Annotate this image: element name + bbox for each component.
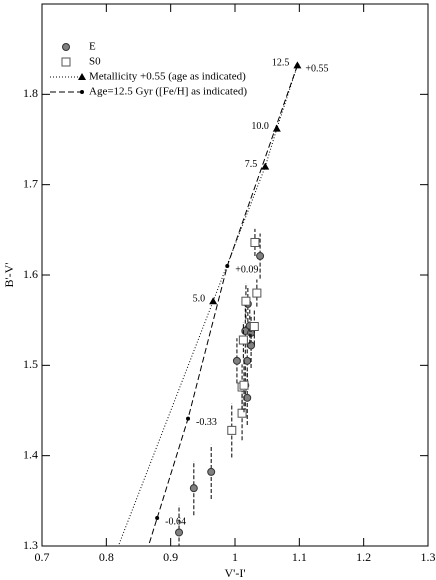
point-label: 10.0 (251, 121, 269, 132)
point-label: 12.5 (272, 58, 290, 69)
point (295, 63, 300, 68)
x-tick-label: 0.9 (163, 550, 178, 564)
point (247, 341, 256, 350)
y-axis-label: B'-V' (2, 263, 16, 288)
extrapolation-line (117, 301, 214, 546)
point-label: 5.0 (193, 293, 206, 304)
x-axis-label: V'-I' (225, 566, 246, 580)
point (189, 484, 198, 493)
legend-marker (80, 90, 84, 94)
legend-label: S0 (89, 56, 101, 68)
point (232, 356, 241, 365)
point-label: -0.64 (165, 516, 186, 527)
y-tick-label: 1.5 (23, 357, 38, 371)
point (249, 321, 259, 331)
point (243, 393, 252, 402)
point (155, 515, 160, 520)
point (237, 408, 247, 418)
point (227, 425, 237, 435)
model-line (212, 65, 298, 302)
legend-marker (78, 73, 86, 80)
point (243, 356, 252, 365)
point (256, 252, 265, 261)
point (241, 296, 251, 306)
point (209, 297, 218, 305)
legend-label: E (89, 41, 96, 53)
point (239, 380, 249, 390)
x-tick-label: 0.8 (99, 550, 114, 564)
legend-marker (62, 43, 70, 51)
point (250, 237, 260, 247)
y-tick-label: 1.8 (23, 86, 38, 100)
model-line (156, 65, 298, 519)
x-tick-label: 0.7 (35, 550, 50, 564)
point (225, 263, 230, 268)
point-label: -0.33 (196, 417, 217, 428)
x-tick-label: 1.1 (292, 550, 307, 564)
point (186, 416, 191, 421)
x-tick-label: 1 (232, 550, 238, 564)
point-label: +0.09 (235, 264, 258, 275)
point-label: +0.55 (305, 64, 328, 75)
point-label: 7.5 (245, 159, 258, 170)
y-tick-label: 1.4 (23, 447, 38, 461)
legend-marker (61, 57, 71, 67)
point (175, 528, 184, 537)
point (238, 335, 248, 345)
extrapolation-line (147, 517, 158, 546)
y-tick-label: 1.7 (23, 176, 38, 190)
y-tick-label: 1.6 (23, 267, 38, 281)
legend-label: Age=12.5 Gyr ([Fe/H] as indicated) (89, 86, 247, 98)
plot-area (117, 61, 302, 546)
point (207, 467, 216, 476)
point (252, 288, 262, 298)
x-tick-label: 1.3 (421, 550, 436, 564)
x-tick-label: 1.2 (356, 550, 371, 564)
point (261, 162, 270, 170)
legend-label: Metallicity +0.55 (age as indicated) (89, 71, 246, 83)
y-tick-label: 1.3 (23, 538, 38, 552)
